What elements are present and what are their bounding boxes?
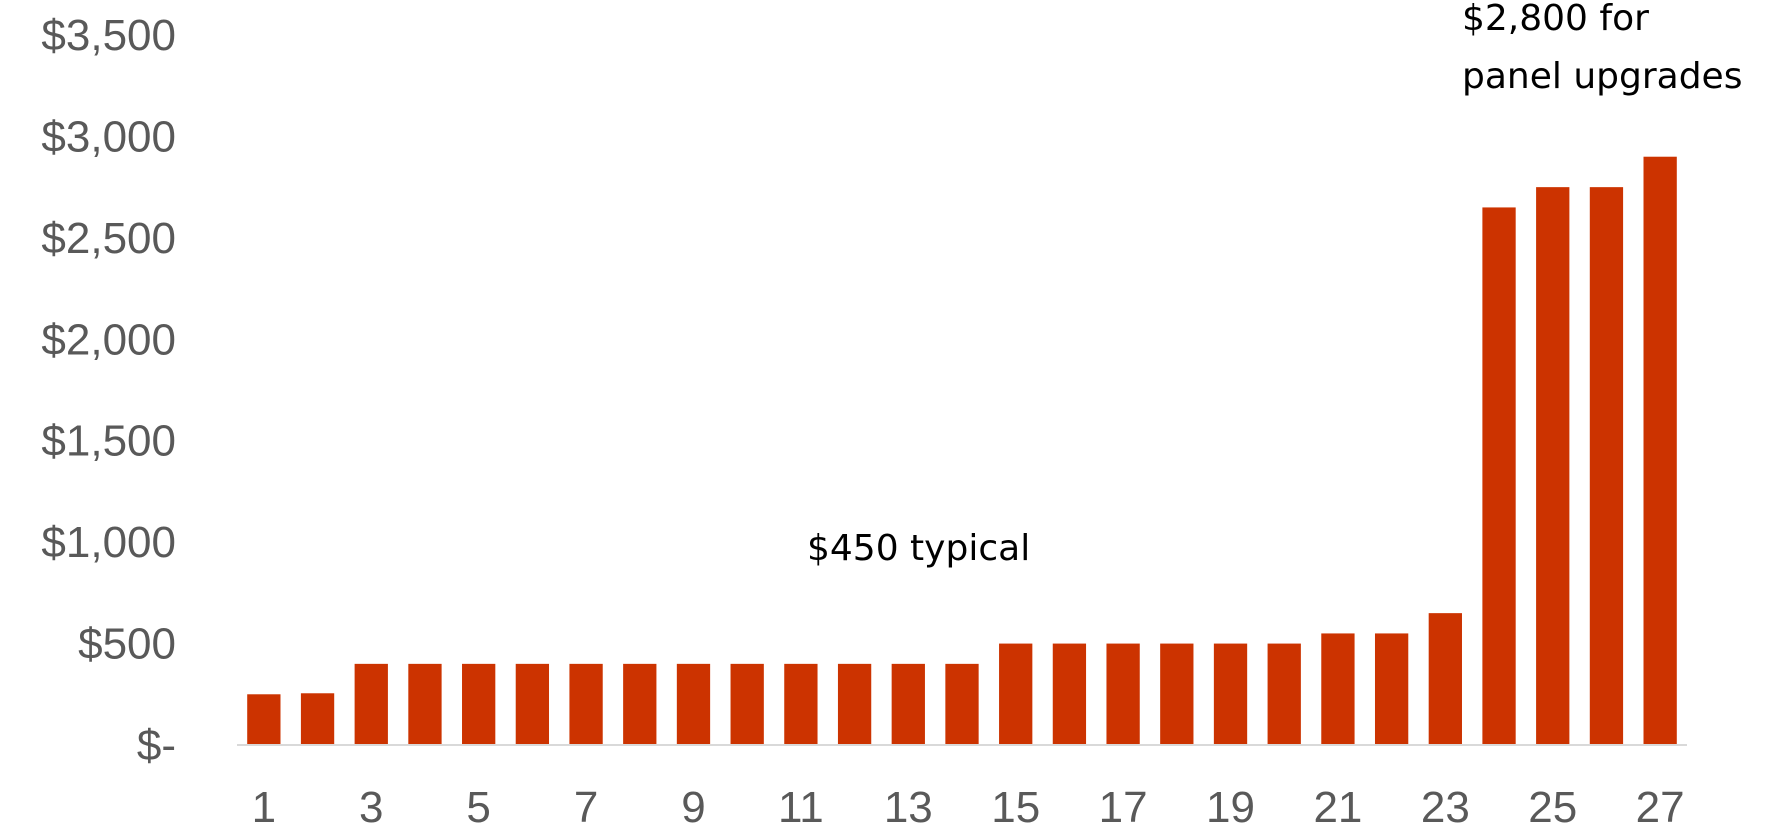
bar-16 bbox=[1052, 643, 1087, 745]
y-tick-label: $1,500 bbox=[41, 417, 176, 466]
bar-5 bbox=[462, 663, 496, 745]
bar-21 bbox=[1321, 633, 1355, 745]
y-tick-label: $2,000 bbox=[41, 315, 176, 364]
bar-18 bbox=[1160, 643, 1194, 745]
bar-17 bbox=[1106, 643, 1140, 745]
bar-9 bbox=[676, 663, 711, 745]
annotation-panel-upgrades: $2,800 for panel upgrades bbox=[1462, 0, 1742, 97]
annotation-typical: $450 typical bbox=[807, 528, 1030, 569]
annotation-panel-line-2: panel upgrades bbox=[1462, 56, 1742, 97]
bar-13 bbox=[891, 663, 925, 745]
x-tick-label: 7 bbox=[574, 783, 598, 831]
x-tick-label: 13 bbox=[884, 783, 933, 831]
bar-23 bbox=[1428, 613, 1462, 745]
bar-6 bbox=[515, 663, 550, 745]
bar-7 bbox=[569, 663, 603, 745]
bar-24 bbox=[1482, 207, 1516, 745]
bar-1 bbox=[247, 694, 281, 745]
x-axis: 1 3 5 7 9 11 13 15 17 19 21 23 25 27 bbox=[252, 783, 1685, 831]
x-tick-label: 25 bbox=[1528, 783, 1577, 831]
x-tick-label: 15 bbox=[991, 783, 1040, 831]
y-tick-label: $- bbox=[137, 721, 176, 770]
x-tick-label: 11 bbox=[778, 783, 824, 831]
y-tick-label: $500 bbox=[78, 620, 176, 669]
x-tick-label: 21 bbox=[1313, 783, 1362, 831]
bar-4 bbox=[408, 663, 442, 745]
y-tick-label: $2,500 bbox=[41, 214, 176, 263]
bar-8 bbox=[623, 663, 657, 745]
y-tick-label: $3,000 bbox=[41, 112, 176, 161]
bar-12 bbox=[837, 663, 872, 745]
y-tick-label: $1,000 bbox=[41, 518, 176, 567]
bars bbox=[247, 156, 1677, 746]
bar-11 bbox=[784, 663, 818, 745]
y-tick-label: $3,500 bbox=[41, 11, 176, 60]
bar-2 bbox=[300, 693, 335, 745]
x-tick-label: 27 bbox=[1636, 783, 1685, 831]
x-tick-label: 9 bbox=[681, 783, 705, 831]
x-tick-label: 17 bbox=[1099, 783, 1148, 831]
bar-14 bbox=[945, 663, 979, 745]
x-tick-label: 5 bbox=[466, 783, 490, 831]
bar-27 bbox=[1643, 156, 1677, 745]
annotation-panel-line-1: $2,800 for bbox=[1462, 0, 1649, 39]
bar-19 bbox=[1213, 643, 1248, 745]
x-tick-label: 1 bbox=[252, 783, 276, 831]
bar-25 bbox=[1536, 187, 1570, 746]
bar-26 bbox=[1589, 187, 1624, 746]
y-axis: $- $500 $1,000 $1,500 $2,000 $2,500 $3,000 $3,5… bbox=[41, 11, 176, 770]
bar-15 bbox=[999, 643, 1033, 745]
bar-3 bbox=[354, 663, 388, 745]
bar-20 bbox=[1267, 643, 1301, 745]
bar-22 bbox=[1374, 633, 1409, 745]
x-tick-label: 3 bbox=[359, 783, 383, 831]
x-tick-label: 23 bbox=[1421, 783, 1470, 831]
x-tick-label: 19 bbox=[1206, 783, 1255, 831]
bar-10 bbox=[730, 663, 764, 745]
